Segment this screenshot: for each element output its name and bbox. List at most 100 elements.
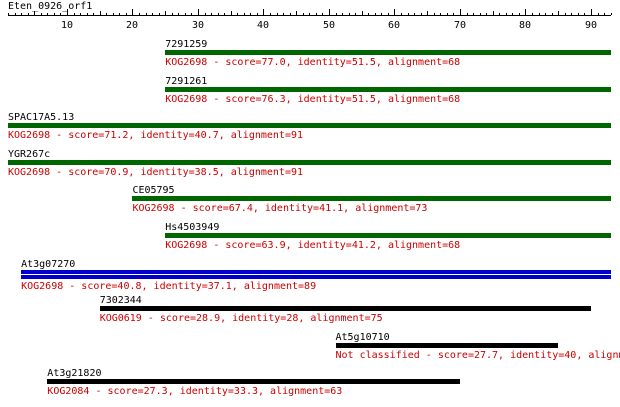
hit-name[interactable]: At3g21820 <box>47 368 102 380</box>
axis-minor-tick <box>21 13 22 15</box>
hit-stats: KOG2084 - score=27.3, identity=33.3, ali… <box>47 386 343 398</box>
hit-name[interactable]: Hs4503949 <box>165 222 220 233</box>
axis-minor-tick <box>283 13 284 15</box>
hit-alignment-bar[interactable] <box>165 50 611 55</box>
axis-minor-tick <box>178 13 179 15</box>
axis-tick-label: 30 <box>191 20 205 31</box>
hit-stats: KOG2698 - score=63.9, identity=41.2, ali… <box>165 240 461 251</box>
axis-minor-tick <box>185 13 186 15</box>
axis-minor-tick <box>211 13 212 15</box>
axis-tick-label: 60 <box>387 20 401 31</box>
axis-minor-tick <box>106 13 107 15</box>
axis-minor-tick <box>408 13 409 15</box>
axis-line <box>8 15 611 16</box>
axis-minor-tick <box>381 13 382 15</box>
axis-minor-tick <box>100 11 101 15</box>
axis-major-tick <box>263 9 264 15</box>
axis-minor-tick <box>493 11 494 15</box>
axis-minor-tick <box>159 13 160 15</box>
axis-minor-tick <box>539 13 540 15</box>
axis-minor-tick <box>571 13 572 15</box>
axis-minor-tick <box>237 13 238 15</box>
hit-stats: KOG0619 - score=28.9, identity=28, align… <box>99 313 383 325</box>
hit-stats: KOG2698 - score=67.4, identity=41.1, ali… <box>132 203 428 215</box>
axis-minor-tick <box>467 13 468 15</box>
hit-stats: Not classified - score=27.7, identity=40… <box>335 349 620 361</box>
axis-minor-tick <box>126 13 127 15</box>
axis-major-tick <box>67 9 68 15</box>
hit-name[interactable]: SPAC17A5.13 <box>8 112 75 124</box>
hit-name[interactable]: YGR267c <box>8 148 51 160</box>
axis-minor-tick <box>434 13 435 15</box>
hit-name[interactable]: 7291261 <box>165 75 208 87</box>
hit-alignment-bar[interactable] <box>132 196 611 202</box>
hit-name[interactable]: At5g10710 <box>335 331 390 343</box>
axis-minor-tick <box>60 13 61 15</box>
axis-tick-label: 90 <box>584 20 598 31</box>
axis-major-tick <box>591 9 592 15</box>
axis-minor-tick <box>205 13 206 15</box>
axis-minor-tick <box>322 13 323 15</box>
axis-minor-tick <box>250 13 251 15</box>
axis-major-tick <box>525 9 526 15</box>
axis-minor-tick <box>277 13 278 15</box>
axis-tick-label: 50 <box>322 20 336 31</box>
axis-minor-tick <box>74 13 75 15</box>
axis-minor-tick <box>578 13 579 15</box>
hit-alignment-bar[interactable] <box>165 86 611 92</box>
axis-minor-tick <box>486 13 487 15</box>
axis-major-tick <box>460 9 461 15</box>
axis-minor-tick <box>506 13 507 15</box>
hit-name[interactable]: 7291259 <box>165 39 208 50</box>
axis-minor-tick <box>80 13 81 15</box>
hit-stats: KOG2698 - score=70.9, identity=38.5, ali… <box>8 166 304 178</box>
axis-minor-tick <box>146 13 147 15</box>
axis-minor-tick <box>231 11 232 15</box>
axis-minor-tick <box>473 13 474 15</box>
axis-minor-tick <box>604 13 605 15</box>
axis-minor-tick <box>303 13 304 15</box>
axis-minor-tick <box>152 13 153 15</box>
hit-name[interactable]: At3g07270 <box>21 258 76 270</box>
hit-stats: KOG2698 - score=77.0, identity=51.5, ali… <box>165 57 461 68</box>
hit-alignment-bar[interactable] <box>335 342 559 348</box>
hit-alignment-bar[interactable] <box>165 233 611 238</box>
axis-minor-tick <box>316 13 317 15</box>
hit-stats: KOG2698 - score=76.3, identity=51.5, ali… <box>165 93 461 105</box>
hit-name[interactable]: 7302344 <box>99 295 142 307</box>
axis-minor-tick <box>584 13 585 15</box>
axis-minor-tick <box>532 13 533 15</box>
axis-minor-tick <box>113 13 114 15</box>
axis-minor-tick <box>552 13 553 15</box>
hit-name[interactable]: CE05795 <box>132 185 175 197</box>
axis-minor-tick <box>290 13 291 15</box>
axis-minor-tick <box>611 13 612 15</box>
axis-minor-tick <box>54 13 55 15</box>
axis-minor-tick <box>15 13 16 15</box>
axis-minor-tick <box>28 13 29 15</box>
hit-alignment-bar[interactable] <box>8 159 611 165</box>
axis-tick-label: 70 <box>453 20 467 31</box>
axis-minor-tick <box>401 13 402 15</box>
axis-minor-tick <box>172 13 173 15</box>
axis-minor-tick <box>368 13 369 15</box>
axis-minor-tick <box>244 13 245 15</box>
hit-alignment-bar[interactable] <box>8 123 611 129</box>
axis-minor-tick <box>453 13 454 15</box>
hit-stats: KOG2698 - score=71.2, identity=40.7, ali… <box>8 130 304 142</box>
axis-minor-tick <box>440 13 441 15</box>
axis-minor-tick <box>598 13 599 15</box>
axis-major-tick <box>132 9 133 15</box>
hit-alignment-bar[interactable] <box>21 269 611 279</box>
axis-minor-tick <box>447 13 448 15</box>
axis-minor-tick <box>355 13 356 15</box>
axis-minor-tick <box>34 11 35 15</box>
hit-alignment-bar[interactable] <box>47 379 460 385</box>
axis-tick-label: 40 <box>256 20 270 31</box>
axis-minor-tick <box>499 13 500 15</box>
axis-minor-tick <box>257 13 258 15</box>
axis-minor-tick <box>93 13 94 15</box>
axis-minor-tick <box>375 13 376 15</box>
hit-alignment-bar[interactable] <box>99 306 591 312</box>
